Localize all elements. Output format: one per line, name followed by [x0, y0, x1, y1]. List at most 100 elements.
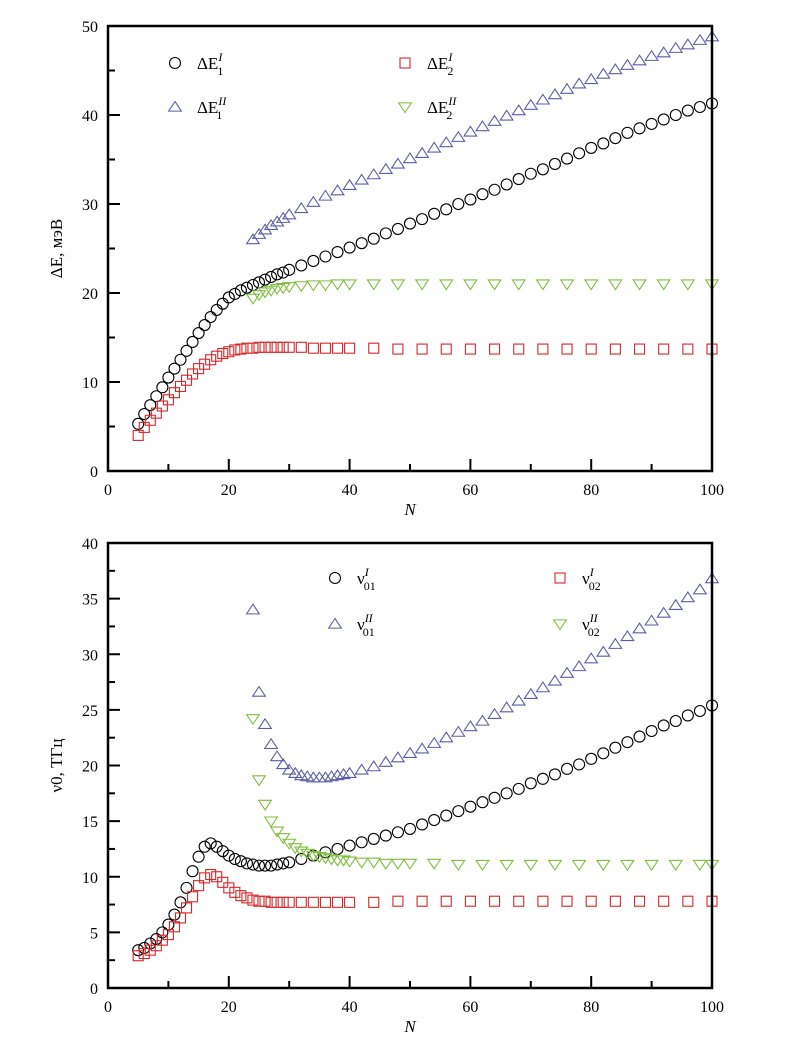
data-point	[295, 896, 307, 908]
data-point	[392, 895, 404, 907]
data-point	[476, 796, 489, 809]
data-point	[257, 287, 273, 299]
series--e2-ii	[245, 279, 720, 305]
y-tick-label: 40	[82, 536, 98, 553]
legend-item: ΔEI 2	[399, 50, 453, 78]
data-point	[475, 859, 490, 872]
data-point	[633, 343, 646, 355]
y-axis-title: ΔE, мэВ	[47, 219, 66, 278]
data-point	[609, 343, 621, 355]
data-point	[198, 318, 211, 332]
data-point	[162, 371, 175, 384]
data-point	[342, 856, 357, 868]
data-point	[535, 681, 551, 693]
data-point	[269, 826, 285, 838]
data-point	[681, 104, 694, 117]
data-point	[571, 659, 587, 672]
data-point	[402, 152, 418, 164]
data-point	[669, 108, 682, 122]
data-point	[283, 856, 296, 869]
data-point	[487, 707, 502, 720]
data-point	[331, 246, 344, 259]
x-tick-label: 20	[221, 999, 237, 1016]
data-point	[265, 270, 278, 284]
data-point	[186, 865, 199, 878]
data-point	[217, 347, 229, 360]
data-point	[583, 652, 599, 664]
data-point	[234, 284, 247, 297]
plot-frame	[106, 24, 714, 473]
frequency-chart: 0 20 40 60 80 100 0 5 10 15 20 25 30 35 40 Nν0, ТГц νI 01…	[47, 536, 724, 1036]
data-point	[187, 891, 199, 903]
data-point	[656, 46, 672, 58]
data-point	[234, 855, 247, 868]
data-point	[561, 343, 573, 355]
data-point	[271, 268, 284, 281]
data-point	[403, 822, 417, 835]
data-point	[330, 855, 345, 867]
data-point	[277, 341, 289, 353]
data-point	[487, 114, 502, 126]
data-point	[632, 54, 647, 66]
legend-label: ΔEI 2	[427, 50, 453, 78]
data-point	[246, 858, 260, 871]
data-point	[416, 213, 429, 226]
data-point	[621, 126, 634, 139]
data-point	[132, 417, 145, 430]
data-point	[263, 816, 279, 828]
data-point	[645, 117, 658, 130]
data-point	[318, 853, 333, 865]
data-point	[144, 414, 156, 426]
data-point	[644, 49, 659, 61]
data-point	[138, 421, 150, 433]
data-point	[426, 858, 442, 870]
data-point	[281, 282, 297, 294]
data-point	[205, 868, 217, 881]
data-point	[293, 201, 309, 214]
data-point	[132, 950, 144, 962]
legend-marker-icon	[327, 617, 343, 629]
data-point	[174, 896, 187, 909]
data-point	[275, 833, 291, 845]
data-point	[186, 335, 199, 349]
data-point	[368, 342, 380, 354]
data-point	[354, 857, 370, 869]
data-point	[144, 399, 157, 412]
data-point	[271, 341, 283, 353]
data-point	[390, 157, 406, 169]
data-point	[416, 895, 428, 907]
data-point	[306, 850, 321, 863]
data-point	[132, 944, 145, 957]
data-point	[524, 777, 537, 790]
data-point	[571, 77, 587, 89]
data-point	[168, 921, 180, 933]
legend-marker-icon	[328, 571, 342, 585]
data-point	[283, 341, 295, 353]
y-tick-label: 25	[82, 703, 98, 720]
data-point	[241, 342, 253, 354]
data-point	[263, 285, 279, 297]
x-tick-label: 80	[583, 999, 599, 1016]
data-point	[524, 167, 537, 180]
data-point	[450, 859, 466, 872]
data-point	[499, 701, 514, 713]
y-tick-label: 20	[82, 286, 98, 303]
data-point	[319, 896, 331, 908]
legend-item: ΔEI 1	[168, 50, 223, 78]
data-point	[277, 857, 290, 870]
data-point	[162, 394, 174, 406]
data-point	[559, 82, 575, 94]
data-point	[240, 281, 253, 294]
y-tick-label: 0	[90, 981, 98, 998]
legend-label: νII 01	[357, 611, 375, 639]
data-point	[657, 113, 670, 126]
series--02-i	[132, 868, 718, 962]
data-point	[156, 926, 169, 939]
data-point	[269, 215, 285, 227]
data-point	[138, 407, 151, 421]
data-point	[168, 387, 180, 399]
data-point	[150, 932, 163, 946]
data-point	[156, 400, 168, 412]
data-point	[500, 787, 513, 800]
data-point	[319, 250, 332, 263]
